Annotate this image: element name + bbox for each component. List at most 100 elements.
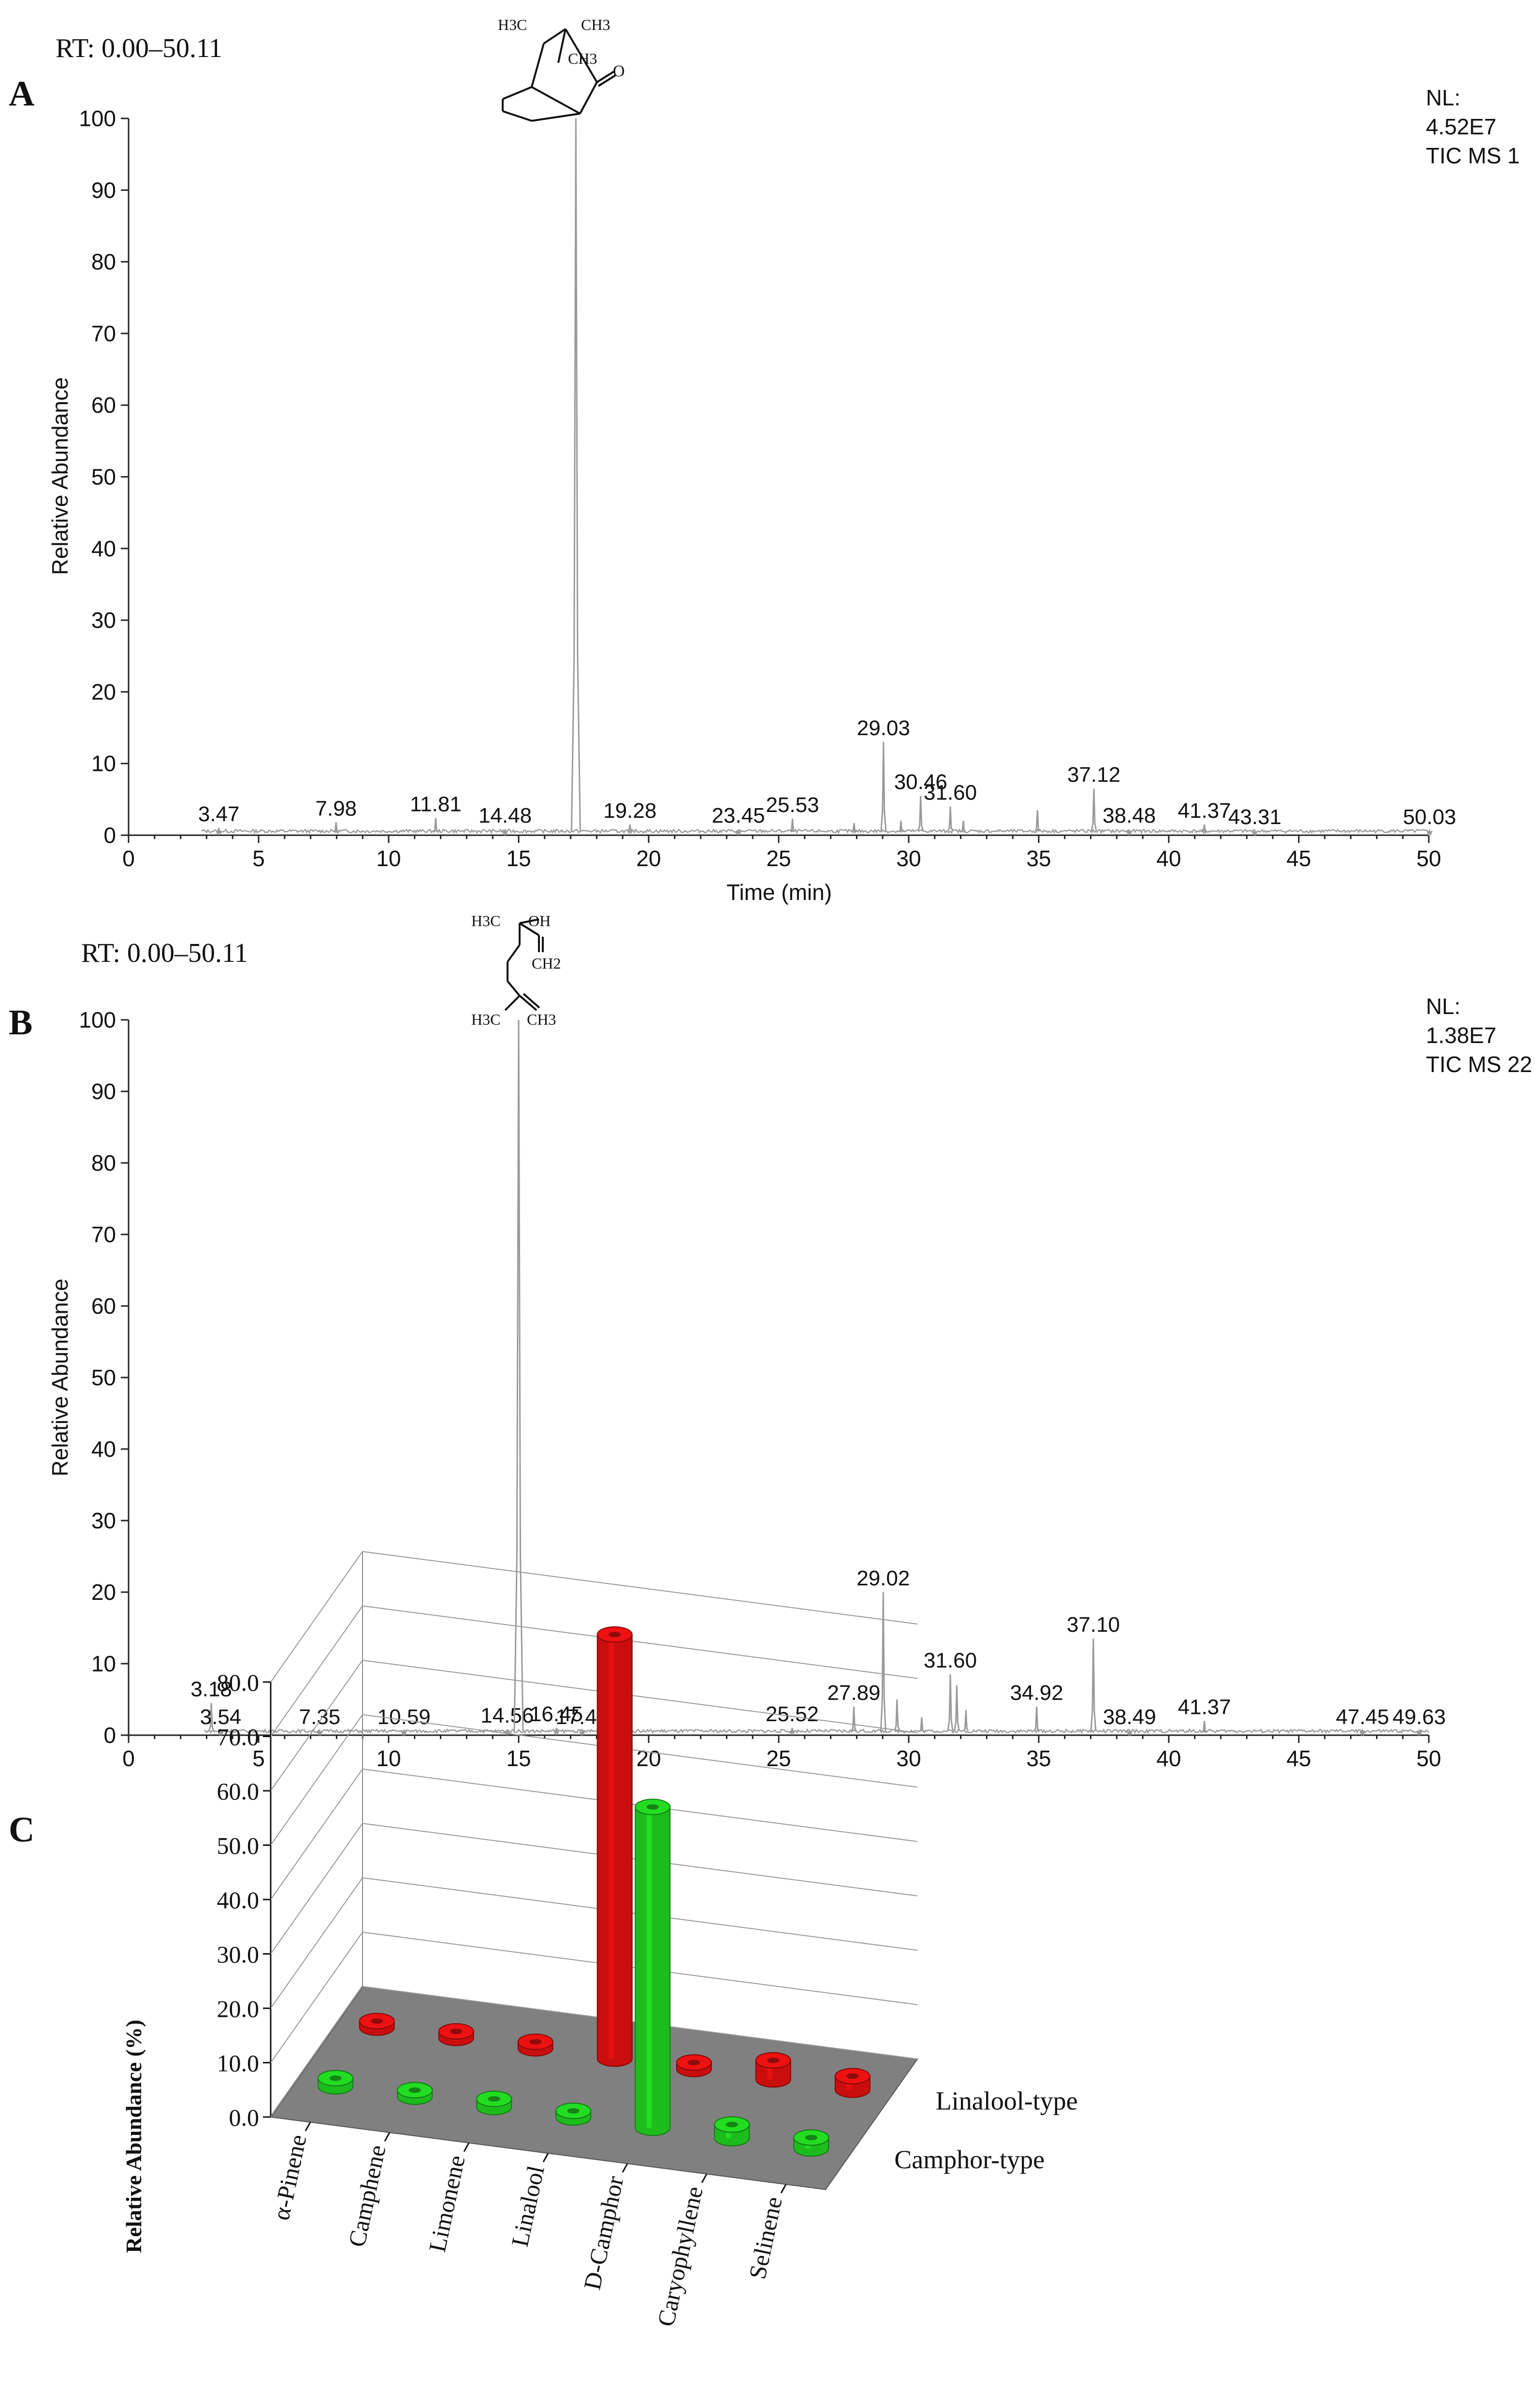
peak-label: 14.48	[479, 804, 532, 827]
x-tick-label: 40	[1156, 1746, 1181, 1771]
tic-label-a: TIC MS 1	[1426, 143, 1520, 168]
x-axis-label-a: Time (min)	[726, 880, 832, 905]
x-tick-label: 45	[1286, 1746, 1311, 1771]
peak-label: 49.63	[1393, 1705, 1446, 1729]
peak	[570, 118, 581, 831]
linalool-label-oh: OH	[528, 912, 551, 929]
y-tick-label: 30	[91, 608, 116, 633]
c-gridline	[270, 1551, 918, 1683]
c-category-label: α-Pinene	[267, 2132, 312, 2222]
y-tick-label: 80	[91, 249, 116, 275]
y-tick-label: 0	[103, 1723, 116, 1748]
bar-camphor	[714, 2116, 750, 2147]
peak-label: 11.81	[410, 792, 462, 816]
peak	[960, 821, 966, 833]
y-axis-label-c: Relative Abundance (%)	[121, 2020, 146, 2253]
peak	[433, 818, 438, 832]
camphor-label-ch3-mid: CH3	[568, 50, 597, 67]
bar-camphor	[476, 2090, 512, 2116]
peak-label: 43.31	[1228, 805, 1281, 829]
peak	[1359, 1728, 1366, 1737]
camphor-label-ch3-top: CH3	[581, 16, 610, 33]
peak	[947, 1674, 954, 1731]
c-category-label: Linalool	[506, 2163, 550, 2249]
bar-camphor	[635, 1799, 671, 2136]
x-tick-label: 40	[1156, 846, 1181, 871]
x-tick-label: 10	[376, 1746, 401, 1771]
peak-label: 7.35	[299, 1705, 341, 1729]
y-tick-label: 40	[91, 536, 116, 561]
linalool-structure-icon: H3C OH CH2 H3C CH3	[471, 912, 561, 1028]
y-tick-label: 80	[91, 1150, 116, 1175]
c-x-tick-mark	[463, 2142, 470, 2152]
rt-label-b: RT: 0.00–50.11	[81, 938, 248, 968]
peak-label: 37.12	[1067, 763, 1120, 787]
y-tick-label: 100	[79, 1007, 116, 1032]
peak	[1090, 788, 1097, 831]
x-tick-label: 20	[636, 1746, 661, 1771]
peak	[1426, 828, 1433, 837]
peak	[1251, 828, 1258, 837]
panel-letter-c: C	[9, 1810, 34, 1850]
x-tick-label: 15	[506, 846, 531, 871]
linalool-label-ch3-bottom: CH3	[527, 1011, 556, 1028]
peak	[317, 1728, 323, 1737]
c-gridline	[270, 1877, 918, 2009]
c-y-tick-label: 30.0	[217, 1941, 260, 1968]
y-tick-label: 90	[91, 177, 116, 203]
baseline-trace	[203, 1728, 1430, 1734]
x-tick-label: 25	[766, 846, 791, 871]
peak-label: 29.02	[857, 1567, 910, 1590]
peak-label: 34.92	[1010, 1681, 1063, 1705]
peak-label: 38.48	[1103, 804, 1156, 827]
c-category-label: Limonene	[423, 2153, 470, 2254]
x-tick-label: 15	[506, 1746, 531, 1771]
peak	[627, 824, 633, 834]
y-tick-label: 100	[79, 106, 116, 131]
x-tick-label: 5	[252, 846, 265, 871]
peak-label: 27.89	[827, 1681, 880, 1705]
c-y-tick-label: 40.0	[217, 1886, 260, 1914]
peak-label: 31.60	[924, 781, 977, 805]
y-tick-label: 60	[91, 1293, 116, 1319]
linalool-label-ch2: CH2	[532, 955, 561, 972]
c-y-tick-label: 70.0	[217, 1724, 260, 1751]
c-category-label: Selinene	[743, 2194, 787, 2281]
peak	[1126, 829, 1132, 836]
peak-label: 41.37	[1178, 1695, 1231, 1719]
x-tick-label: 35	[1026, 846, 1051, 871]
peak-label: 47.45	[1336, 1705, 1389, 1729]
peak-label: 7.98	[316, 797, 357, 820]
peak-label: 41.37	[1178, 799, 1231, 823]
peak	[880, 1592, 886, 1731]
c-gridline	[270, 1931, 918, 2063]
c-x-tick-mark	[622, 2163, 628, 2173]
c-x-tick-mark	[305, 2121, 311, 2132]
c-y-tick-label: 20.0	[217, 1995, 260, 2022]
bar-camphor	[555, 2103, 592, 2126]
peak	[579, 1728, 585, 1737]
peak-label: 10.59	[377, 1705, 431, 1729]
tic-label-b: TIC MS 22	[1426, 1052, 1532, 1077]
y-axis-label-b: Relative Abundance	[47, 1278, 73, 1476]
peak-label: 50.03	[1403, 805, 1456, 829]
peak	[880, 742, 887, 831]
bar-linalool	[438, 2023, 474, 2046]
panel-letter-b: B	[9, 1003, 32, 1043]
peak-label: 3.54	[200, 1705, 242, 1729]
linalool-label-h3c: H3C	[471, 912, 500, 929]
peak-label: 14.56	[480, 1704, 534, 1727]
y-tick-label: 60	[91, 392, 116, 418]
panel-letter-a: A	[9, 74, 34, 114]
rt-label-a: RT: 0.00–50.11	[56, 33, 222, 63]
x-tick-label: 10	[376, 846, 401, 871]
peak	[208, 1703, 215, 1731]
c-x-tick-mark	[542, 2153, 549, 2162]
peak	[502, 829, 508, 836]
y-axis-label-a: Relative Abundance	[47, 377, 73, 575]
peak	[401, 1728, 407, 1737]
camphor-structure-icon: H3C CH3 CH3 O	[498, 16, 625, 122]
peak	[1034, 810, 1041, 831]
c-series-label: Camphor-type	[894, 2145, 1045, 2174]
